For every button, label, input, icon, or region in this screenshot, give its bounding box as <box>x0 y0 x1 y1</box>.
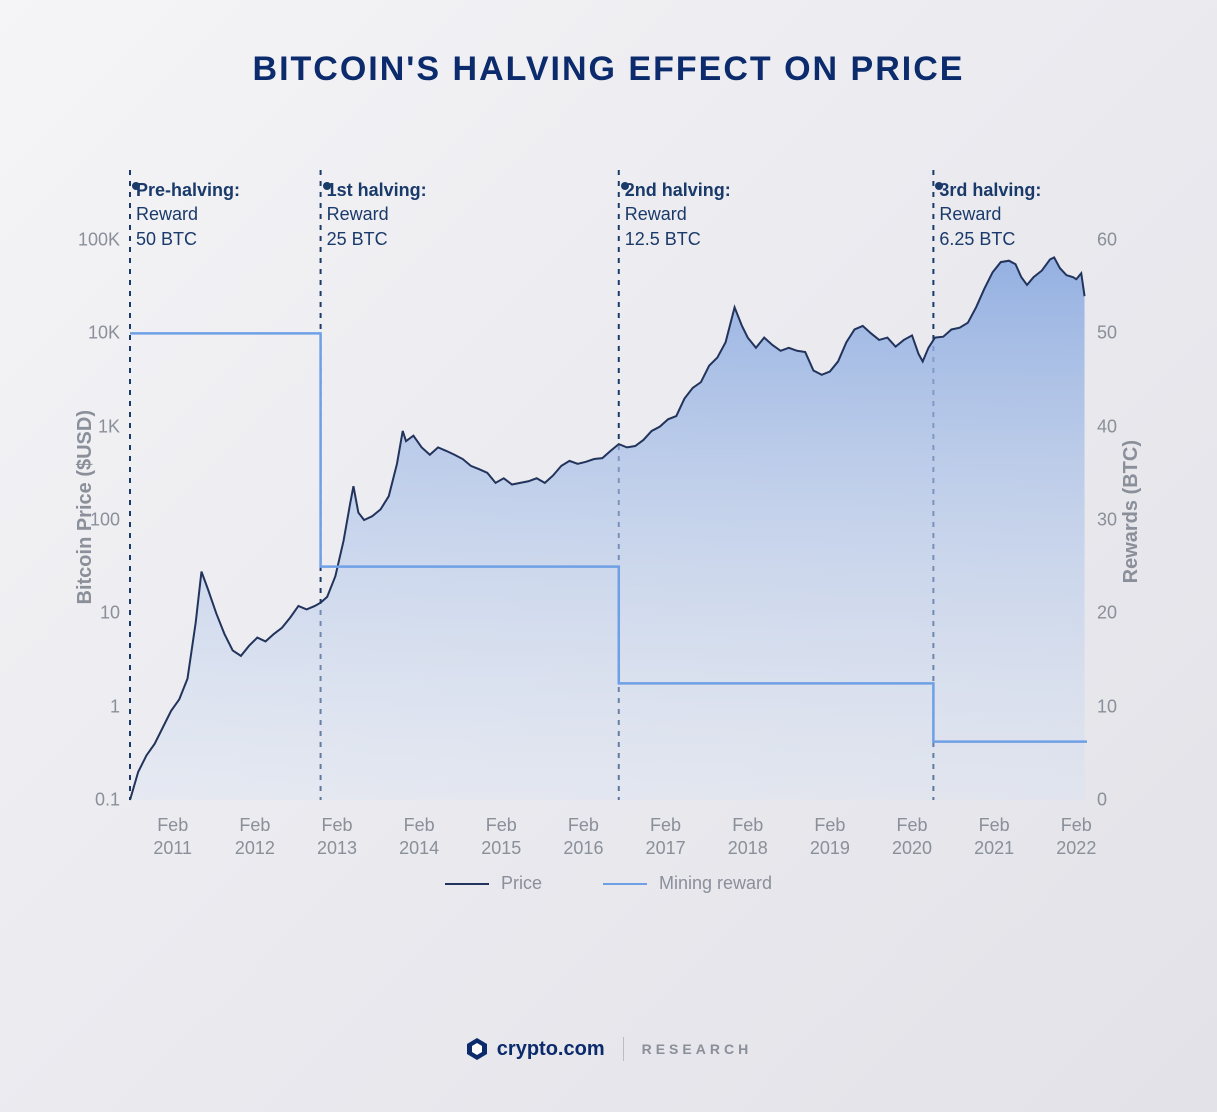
brand: crypto.com <box>465 1037 605 1061</box>
legend: Price Mining reward <box>60 869 1157 895</box>
halving-annotation-2: 2nd halving:Reward12.5 BTC <box>625 178 731 251</box>
footer-section: RESEARCH <box>642 1041 753 1057</box>
legend-swatch-price <box>445 883 489 885</box>
y-left-tick: 0.1 <box>95 790 130 811</box>
y-right-tick: 10 <box>1087 696 1117 717</box>
footer-divider <box>623 1037 624 1061</box>
halving-annotation-1: 1st halving:Reward25 BTC <box>327 178 427 251</box>
y-right-tick: 60 <box>1087 230 1117 251</box>
y-left-tick: 100 <box>90 510 130 531</box>
brand-text: crypto.com <box>497 1038 605 1061</box>
x-tick: Feb2012 <box>235 800 275 861</box>
x-tick: Feb2021 <box>974 800 1014 861</box>
y-left-tick: 10K <box>88 323 130 344</box>
y-left-axis-label: Bitcoin Price ($USD) <box>74 410 97 604</box>
chart-wrap: Bitcoin Price ($USD) Rewards (BTC) 0.1 1 1… <box>60 170 1157 890</box>
halving-annotation-0: Pre-halving:Reward50 BTC <box>136 178 240 251</box>
footer: crypto.com RESEARCH <box>0 1037 1217 1066</box>
x-tick: Feb2020 <box>892 800 932 861</box>
chart-title: BITCOIN'S HALVING EFFECT ON PRICE <box>0 0 1217 89</box>
y-right-tick: 40 <box>1087 416 1117 437</box>
x-tick: Feb2018 <box>728 800 768 861</box>
brand-icon <box>465 1037 489 1061</box>
legend-item-price: Price <box>445 873 542 894</box>
legend-label-reward: Mining reward <box>659 873 772 894</box>
y-right-tick: 50 <box>1087 323 1117 344</box>
y-right-tick: 30 <box>1087 510 1117 531</box>
y-left-tick: 10 <box>100 603 130 624</box>
halving-annotation-3: 3rd halving:Reward6.25 BTC <box>939 178 1041 251</box>
legend-item-reward: Mining reward <box>603 873 772 894</box>
x-tick: Feb2022 <box>1056 800 1096 861</box>
y-left-tick: 1 <box>110 696 130 717</box>
y-right-tick: 20 <box>1087 603 1117 624</box>
plot-area: Bitcoin Price ($USD) Rewards (BTC) 0.111… <box>130 240 1087 800</box>
x-tick: Feb2019 <box>810 800 850 861</box>
x-tick: Feb2013 <box>317 800 357 861</box>
x-tick: Feb2016 <box>563 800 603 861</box>
x-tick: Feb2014 <box>399 800 439 861</box>
x-tick: Feb2017 <box>646 800 686 861</box>
y-left-tick: 1K <box>98 416 130 437</box>
y-right-axis-label: Rewards (BTC) <box>1120 440 1143 583</box>
chart-svg <box>130 240 1087 800</box>
x-tick: Feb2015 <box>481 800 521 861</box>
legend-label-price: Price <box>501 873 542 894</box>
y-left-tick: 100K <box>78 230 130 251</box>
legend-swatch-reward <box>603 883 647 885</box>
x-tick: Feb2011 <box>153 800 192 861</box>
